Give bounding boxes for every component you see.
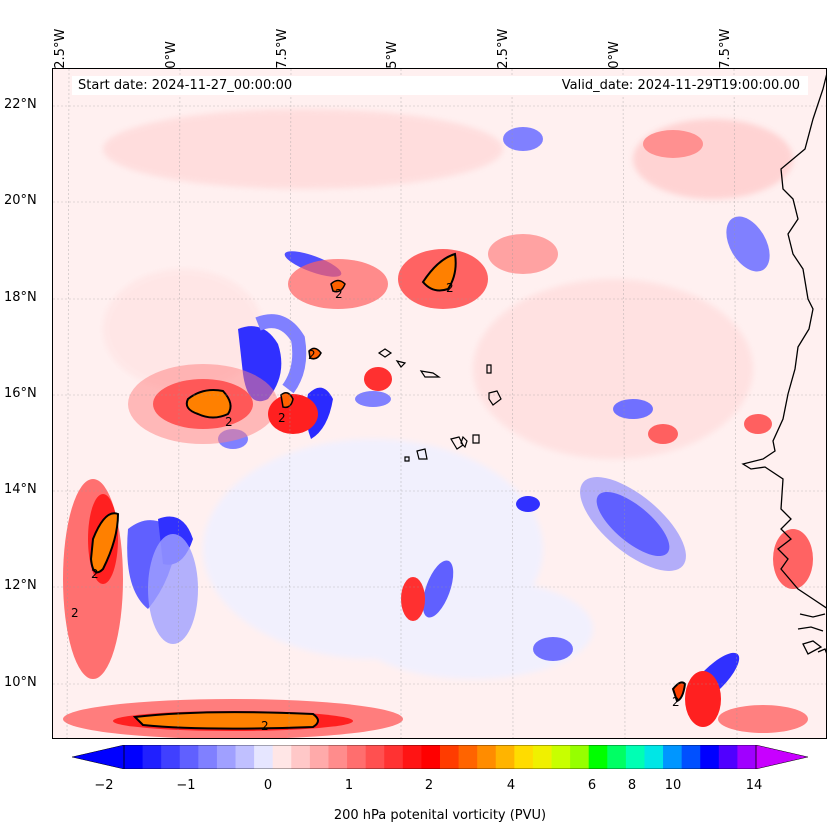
- contour-label-1: 2: [225, 415, 233, 429]
- colorbar-swatch: [607, 745, 627, 769]
- colorbar-swatch: [272, 745, 292, 769]
- colorbar-tick-0: 0: [263, 778, 273, 793]
- colorbar-tick-14: 14: [745, 778, 763, 793]
- contour-label-8: 2: [278, 411, 286, 425]
- colorbar-tick-1: 1: [344, 778, 354, 793]
- cape-verde-islands: [377, 348, 502, 462]
- colorbar-swatch: [198, 745, 218, 769]
- colorbar-swatch: [384, 745, 404, 769]
- colorbar-swatch: [495, 745, 515, 769]
- colorbar-swatch: [644, 745, 664, 769]
- lat-label-16n: 16°N: [4, 386, 37, 401]
- colorbar-swatch: [588, 745, 608, 769]
- valid-date-text: Valid_date: 2024-11-29T19:00:00.00: [561, 78, 800, 93]
- colorbar-swatches: [124, 745, 757, 769]
- colorbar-tick-4: 4: [506, 778, 516, 793]
- colorbar-swatch: [681, 745, 701, 769]
- colorbar-swatch: [402, 745, 422, 769]
- colorbar: [72, 745, 808, 769]
- contour-label-4: 2: [261, 719, 269, 733]
- colorbar-tick-neg1: −1: [176, 778, 196, 793]
- colorbar-tick-neg2: −2: [94, 778, 114, 793]
- lat-label-20n: 20°N: [4, 193, 37, 208]
- colorbar-swatch: [421, 745, 441, 769]
- colorbar-swatch: [718, 745, 738, 769]
- colorbar-swatch: [291, 745, 311, 769]
- colorbar-swatch: [458, 745, 478, 769]
- colorbar-swatch: [309, 745, 329, 769]
- colorbar-tick-8: 8: [627, 778, 637, 793]
- contour-label-7: 2: [308, 348, 316, 362]
- colorbar-swatch: [235, 745, 255, 769]
- contour-label-5: 2: [672, 695, 680, 709]
- map-panel: 2 2 2 2 2 2 2 2 2: [52, 68, 827, 739]
- colorbar-extend-right: [755, 745, 808, 769]
- date-banner: Start date: 2024-11-27_00:00:00 Valid_da…: [72, 76, 808, 95]
- colorbar-swatch: [514, 745, 534, 769]
- colorbar-tick-6: 6: [587, 778, 597, 793]
- colorbar-swatch: [365, 745, 385, 769]
- colorbar-swatch: [700, 745, 720, 769]
- west-africa-coastline: [741, 74, 826, 655]
- colorbar-swatch: [737, 745, 757, 769]
- colorbar-swatch: [532, 745, 553, 769]
- pv-2-contours: [89, 252, 687, 730]
- colorbar-swatch: [179, 745, 199, 769]
- colorbar-swatch: [328, 745, 348, 769]
- colorbar-swatch: [663, 745, 683, 769]
- colorbar-swatch: [477, 745, 497, 769]
- colorbar-swatch: [142, 745, 162, 769]
- contour-label-3: 2: [446, 281, 454, 295]
- colorbar-swatch: [625, 745, 645, 769]
- colorbar-swatch: [254, 745, 274, 769]
- lat-label-10n: 10°N: [4, 675, 37, 690]
- contour-label-6: 2: [335, 287, 343, 301]
- colorbar-swatch: [161, 745, 181, 769]
- start-date-text: Start date: 2024-11-27_00:00:00: [78, 78, 293, 93]
- colorbar-swatch: [216, 745, 237, 769]
- contour-label-9: 2: [71, 606, 79, 620]
- lat-label-12n: 12°N: [4, 578, 37, 593]
- pv-field: 2 2 2 2 2 2 2 2 2: [53, 69, 826, 738]
- lat-label-14n: 14°N: [4, 482, 37, 497]
- lat-label-22n: 22°N: [4, 97, 37, 112]
- colorbar-swatch: [570, 745, 590, 769]
- colorbar-tick-10: 10: [664, 778, 682, 793]
- colorbar-extend-left: [72, 745, 125, 769]
- colorbar-swatch: [551, 745, 571, 769]
- colorbar-swatch: [124, 745, 144, 769]
- colorbar-tick-2: 2: [424, 778, 434, 793]
- contour-label-2: 2: [91, 567, 99, 581]
- colorbar-label: 200 hPa potenital vorticity (PVU): [333, 808, 547, 823]
- colorbar-swatch: [347, 745, 367, 769]
- colorbar-swatch: [440, 745, 460, 769]
- map-gridlines: [53, 69, 826, 738]
- lat-label-18n: 18°N: [4, 290, 37, 305]
